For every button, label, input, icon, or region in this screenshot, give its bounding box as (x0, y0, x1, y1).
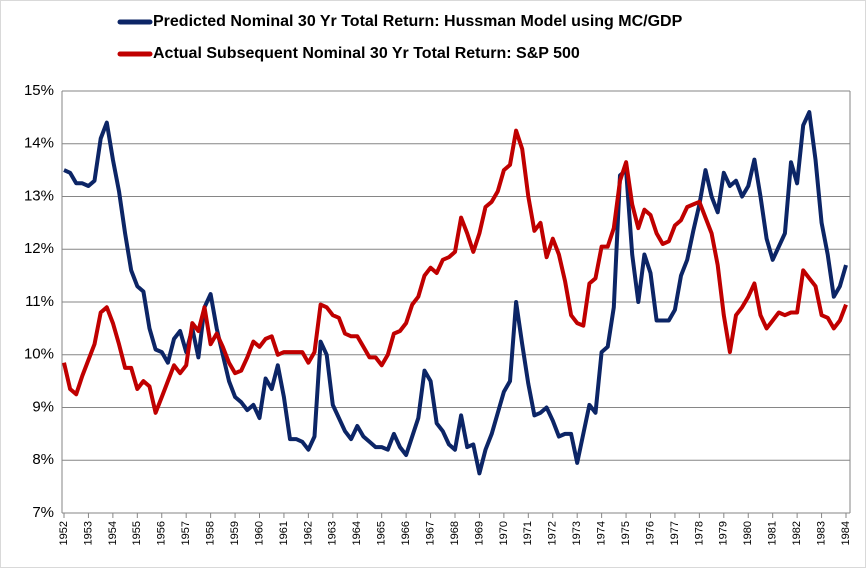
x-tick-label: 1955 (131, 521, 143, 545)
x-tick-label: 1983 (815, 521, 827, 545)
y-tick-label: 8% (32, 451, 54, 468)
x-tick-label: 1956 (156, 521, 168, 545)
y-tick-label: 11% (25, 293, 54, 310)
x-tick-label: 1979 (718, 521, 730, 545)
legend-label: Predicted Nominal 30 Yr Total Return: Hu… (153, 13, 683, 30)
x-tick-label: 1973 (571, 521, 583, 545)
x-tick-label: 1957 (180, 521, 192, 545)
x-tick-label: 1981 (767, 521, 779, 545)
legend-label: Actual Subsequent Nominal 30 Yr Total Re… (153, 45, 580, 62)
x-tick-label: 1984 (840, 521, 852, 545)
x-tick-label: 1970 (498, 521, 510, 545)
x-tick-label: 1964 (351, 521, 363, 545)
x-tick-label: 1965 (376, 521, 388, 545)
y-tick-label: 9% (32, 398, 54, 415)
y-tick-label: 15% (24, 82, 54, 99)
x-tick-label: 1971 (522, 521, 534, 545)
x-tick-label: 1967 (424, 521, 436, 545)
y-tick-label: 10% (24, 346, 54, 363)
x-tick-label: 1952 (58, 521, 70, 545)
x-tick-label: 1963 (327, 521, 339, 545)
x-tick-label: 1972 (547, 521, 559, 545)
x-tick-label: 1960 (253, 521, 265, 545)
series-line (62, 128, 848, 415)
x-tick-label: 1976 (644, 521, 656, 545)
x-tick-label: 1968 (449, 521, 461, 545)
x-tick-label: 1961 (278, 521, 290, 545)
x-tick-label: 1954 (107, 521, 119, 545)
x-tick-label: 1975 (620, 521, 632, 545)
x-tick-label: 1969 (473, 521, 485, 545)
y-tick-label: 13% (24, 187, 54, 204)
x-tick-label: 1977 (669, 521, 681, 545)
y-tick-label: 7% (32, 504, 54, 521)
series-line (63, 110, 848, 476)
x-tick-label: 1966 (400, 521, 412, 545)
y-tick-label: 12% (24, 240, 54, 257)
x-tick-label: 1980 (742, 521, 754, 545)
x-tick-label: 1978 (693, 521, 705, 545)
x-tick-label: 1974 (596, 521, 608, 545)
x-tick-label: 1959 (229, 521, 241, 545)
x-tick-label: 1962 (302, 521, 314, 545)
x-tick-label: 1958 (205, 521, 217, 545)
y-tick-label: 14% (24, 135, 54, 152)
x-tick-label: 1982 (791, 521, 803, 545)
x-tick-label: 1953 (82, 521, 94, 545)
